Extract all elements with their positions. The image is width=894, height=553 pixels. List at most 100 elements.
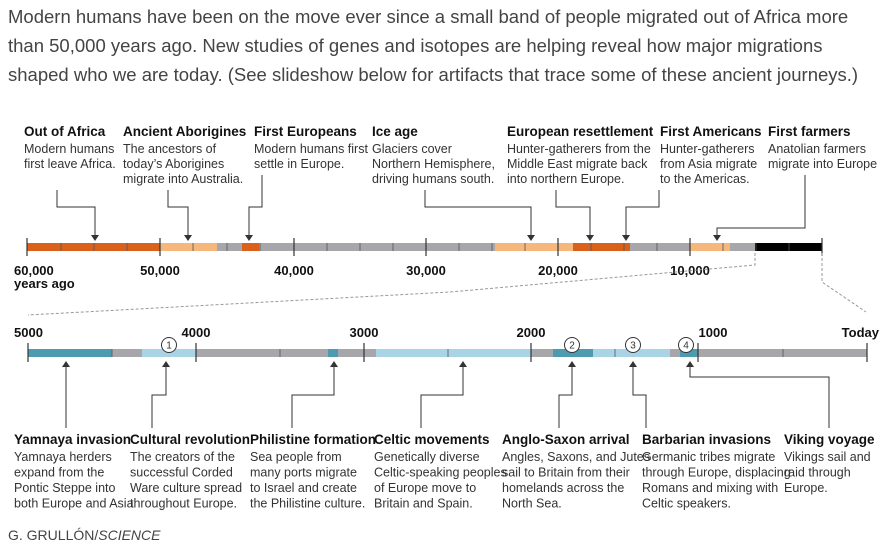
connector-barbarian bbox=[632, 366, 647, 428]
segment-grey-e bbox=[670, 349, 680, 357]
segment-philistine bbox=[328, 349, 338, 357]
top-tick-label-40000: 40,000 bbox=[274, 263, 314, 278]
credit-name: G. GRULLÓN/ bbox=[8, 527, 99, 543]
event-title-first-europeans: First Europeans bbox=[254, 124, 357, 139]
segment-barbarian bbox=[593, 349, 670, 357]
top-tick-label-30000: 30,000 bbox=[406, 263, 446, 278]
event-desc-first-europeans: Modern humans first settle in Europe. bbox=[254, 142, 371, 171]
bottom-tick-label-5000: 5000 bbox=[14, 325, 43, 340]
bottom-major-ticks bbox=[27, 343, 868, 362]
segment-grey-4 bbox=[730, 243, 755, 251]
event-desc-cultural-revolution: The creators of the successful Corded Wa… bbox=[130, 450, 246, 511]
segment-grey-2 bbox=[259, 243, 495, 251]
slideshow-marker-2[interactable]: 2 bbox=[564, 337, 580, 353]
segment-viking bbox=[680, 349, 698, 357]
top-tick-label-20000: 20,000 bbox=[538, 263, 578, 278]
years-ago-label: years ago bbox=[14, 276, 75, 291]
connector-out-of-africa bbox=[56, 190, 96, 236]
event-desc-ancient-aborigines: The ancestors of today’s Aborigines migr… bbox=[123, 142, 243, 186]
segment-grey-a bbox=[112, 349, 142, 357]
segment-grey-b bbox=[196, 349, 328, 357]
event-title-philistine-formation: Philistine formation bbox=[250, 432, 376, 447]
bottom-tick-label-today: Today bbox=[842, 325, 880, 340]
segment-yamnaya bbox=[28, 349, 112, 357]
slideshow-marker-4[interactable]: 4 bbox=[678, 337, 694, 353]
connector-anglo-saxon bbox=[558, 366, 573, 428]
slideshow-marker-3[interactable]: 3 bbox=[625, 337, 641, 353]
arrowhead bbox=[527, 235, 535, 241]
segment-grey-f bbox=[698, 349, 867, 357]
arrowhead bbox=[713, 235, 721, 241]
connector-cultural-revolution bbox=[151, 366, 167, 428]
bottom-event-connectors bbox=[65, 366, 830, 428]
event-title-barbarian-invasions: Barbarian invasions bbox=[642, 432, 771, 447]
event-desc-philistine-formation: Sea people from many ports migrate to Is… bbox=[250, 450, 365, 511]
zoom-guide-left bbox=[27, 253, 756, 316]
segment-grey-3 bbox=[630, 243, 690, 251]
zoom-guide-right bbox=[821, 253, 867, 313]
event-desc-european-resettlement: Hunter-gatherers from the Middle East mi… bbox=[507, 142, 654, 186]
marker-number: 2 bbox=[569, 341, 575, 352]
top-tick-label-50000: 50,000 bbox=[140, 263, 180, 278]
segment-first-americans bbox=[690, 243, 730, 251]
connector-european-resettlement bbox=[555, 190, 591, 236]
bottom-tick-label-3000: 3000 bbox=[350, 325, 379, 340]
arrowhead bbox=[459, 361, 467, 367]
event-desc-barbarian-invasions: Germanic tribes migrate through Europe, … bbox=[642, 450, 794, 511]
connector-celtic bbox=[420, 366, 464, 428]
zoom-guide-lines bbox=[27, 253, 867, 316]
segment-anglo-saxon bbox=[553, 349, 593, 357]
top-event-connectors bbox=[56, 175, 806, 236]
event-desc-yamnaya-invasion: Yamnaya herders expand from the Pontic S… bbox=[14, 450, 134, 511]
connector-first-europeans bbox=[248, 175, 263, 236]
segment-grey-d bbox=[531, 349, 553, 357]
bottom-timeline-bar bbox=[27, 343, 868, 362]
arrowhead bbox=[586, 235, 594, 241]
event-title-ice-age: Ice age bbox=[372, 124, 418, 139]
segment-grey-1 bbox=[217, 243, 242, 251]
arrowhead bbox=[622, 235, 630, 241]
arrowhead bbox=[245, 235, 253, 241]
credit-source: SCIENCE bbox=[98, 527, 161, 543]
event-title-first-americans: First Americans bbox=[660, 124, 762, 139]
event-title-cultural-revolution: Cultural revolution bbox=[130, 432, 250, 447]
event-title-out-of-africa: Out of Africa bbox=[24, 124, 106, 139]
event-title-celtic-movements: Celtic movements bbox=[374, 432, 490, 447]
segment-celtic bbox=[376, 349, 531, 357]
segment-ancient-aborigines bbox=[160, 243, 217, 251]
connector-first-americans bbox=[625, 190, 660, 236]
segment-first-europeans bbox=[242, 243, 259, 251]
intro-paragraph: Modern humans have been on the move ever… bbox=[8, 6, 859, 85]
slideshow-marker-1[interactable]: 1 bbox=[161, 337, 177, 353]
connector-ice-age bbox=[424, 190, 532, 236]
marker-number: 1 bbox=[166, 341, 172, 352]
arrowhead bbox=[686, 361, 694, 367]
bottom-event-arrowheads bbox=[62, 361, 694, 367]
event-desc-out-of-africa: Modern humans first leave Africa. bbox=[24, 142, 118, 171]
image-credit: G. GRULLÓN/SCIENCE bbox=[8, 527, 160, 543]
event-desc-anglo-saxon-arrival: Angles, Saxons, and Jutes sail to Britai… bbox=[502, 450, 654, 511]
arrowhead bbox=[162, 361, 170, 367]
arrowhead bbox=[91, 235, 99, 241]
marker-number: 4 bbox=[683, 341, 689, 352]
event-desc-first-farmers: Anatolian farmers migrate into Europe bbox=[768, 142, 877, 171]
arrowhead bbox=[184, 235, 192, 241]
event-desc-ice-age: Glaciers cover Northern Hemisphere, driv… bbox=[372, 142, 498, 186]
top-minor-ticks bbox=[60, 243, 790, 251]
event-title-ancient-aborigines: Ancient Aborigines bbox=[123, 124, 246, 139]
top-timeline-bar bbox=[26, 238, 823, 256]
connector-philistine bbox=[291, 366, 335, 428]
arrowhead bbox=[568, 361, 576, 367]
arrowhead bbox=[62, 361, 70, 367]
segment-grey-c bbox=[338, 349, 376, 357]
event-title-first-farmers: First farmers bbox=[768, 124, 851, 139]
connector-viking bbox=[689, 366, 830, 428]
bottom-tick-label-4000: 4000 bbox=[182, 325, 211, 340]
marker-number: 3 bbox=[630, 341, 636, 352]
event-desc-viking-voyage: Vikings sail and raid through Europe. bbox=[784, 450, 874, 495]
segment-ice-age bbox=[495, 243, 573, 251]
event-desc-celtic-movements: Genetically diverse Celtic-speaking peop… bbox=[374, 450, 510, 511]
connector-ancient-aborigines bbox=[167, 190, 189, 236]
segment-european-resettlement bbox=[573, 243, 630, 251]
